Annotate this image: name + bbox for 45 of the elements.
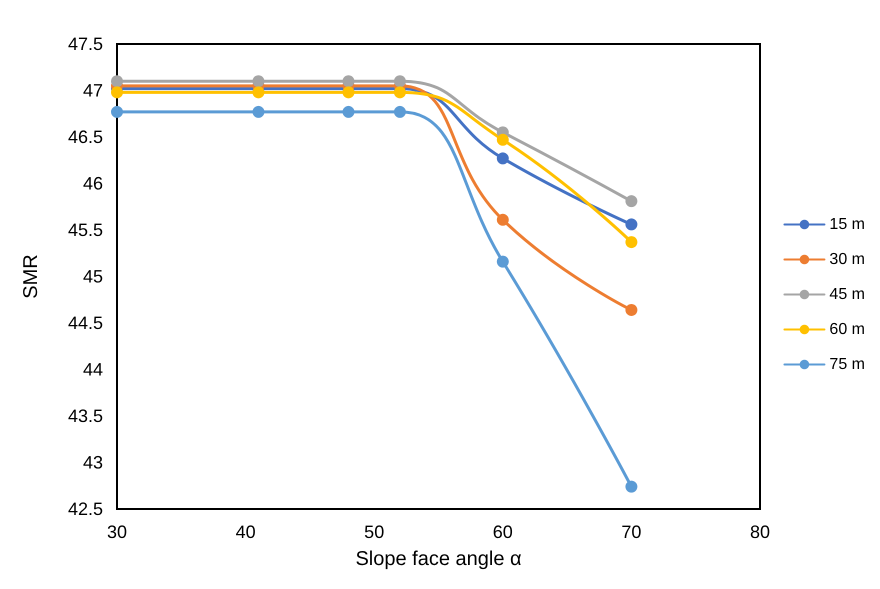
y-tick-label: 44.5 xyxy=(68,313,103,333)
point xyxy=(496,256,509,268)
point xyxy=(252,86,264,98)
y-tick-label: 46 xyxy=(82,174,103,194)
point xyxy=(252,106,264,118)
point xyxy=(394,106,406,118)
point xyxy=(111,86,123,98)
x-tick-label: 70 xyxy=(621,522,642,542)
point xyxy=(394,75,406,88)
y-tick-label: 47 xyxy=(82,80,103,100)
y-tick-label: 47.5 xyxy=(68,34,103,54)
y-tick-label: 42.5 xyxy=(68,499,103,519)
point xyxy=(625,236,638,248)
x-tick-label: 60 xyxy=(492,522,513,542)
y-tick-label: 43.5 xyxy=(68,406,103,426)
point xyxy=(342,86,354,98)
y-tick-label: 45.5 xyxy=(68,220,103,240)
x-tick-label: 30 xyxy=(106,522,128,542)
legend-label: 15 m xyxy=(829,216,866,233)
point xyxy=(625,304,638,316)
point xyxy=(342,75,354,88)
point xyxy=(111,106,123,118)
point xyxy=(496,214,509,226)
legend-label: 60 m xyxy=(829,321,866,338)
point xyxy=(625,195,638,208)
point xyxy=(252,75,264,88)
legend-label: 30 m xyxy=(829,251,866,268)
legend-label: 75 m xyxy=(829,356,866,373)
y-tick-label: 46.5 xyxy=(68,127,103,147)
x-tick-label: 40 xyxy=(236,522,256,542)
point xyxy=(394,86,406,98)
x-tick-label: 80 xyxy=(750,522,770,542)
point xyxy=(496,134,509,146)
point xyxy=(111,75,123,88)
point xyxy=(625,218,638,230)
legend-label: 45 m xyxy=(829,286,866,303)
x-axis-title: Slope face angle α xyxy=(355,548,522,570)
point xyxy=(342,106,354,118)
point xyxy=(625,480,638,493)
point xyxy=(496,152,509,164)
x-tick-label: 50 xyxy=(364,522,384,542)
y-tick-label: 45 xyxy=(82,266,103,286)
y-tick-label: 44 xyxy=(82,360,103,380)
y-axis-title: SMR xyxy=(20,254,42,299)
y-tick-label: 43 xyxy=(82,452,103,472)
